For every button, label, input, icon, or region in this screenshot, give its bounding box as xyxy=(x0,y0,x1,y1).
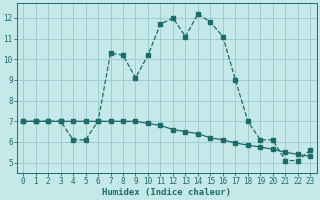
X-axis label: Humidex (Indice chaleur): Humidex (Indice chaleur) xyxy=(102,188,231,197)
